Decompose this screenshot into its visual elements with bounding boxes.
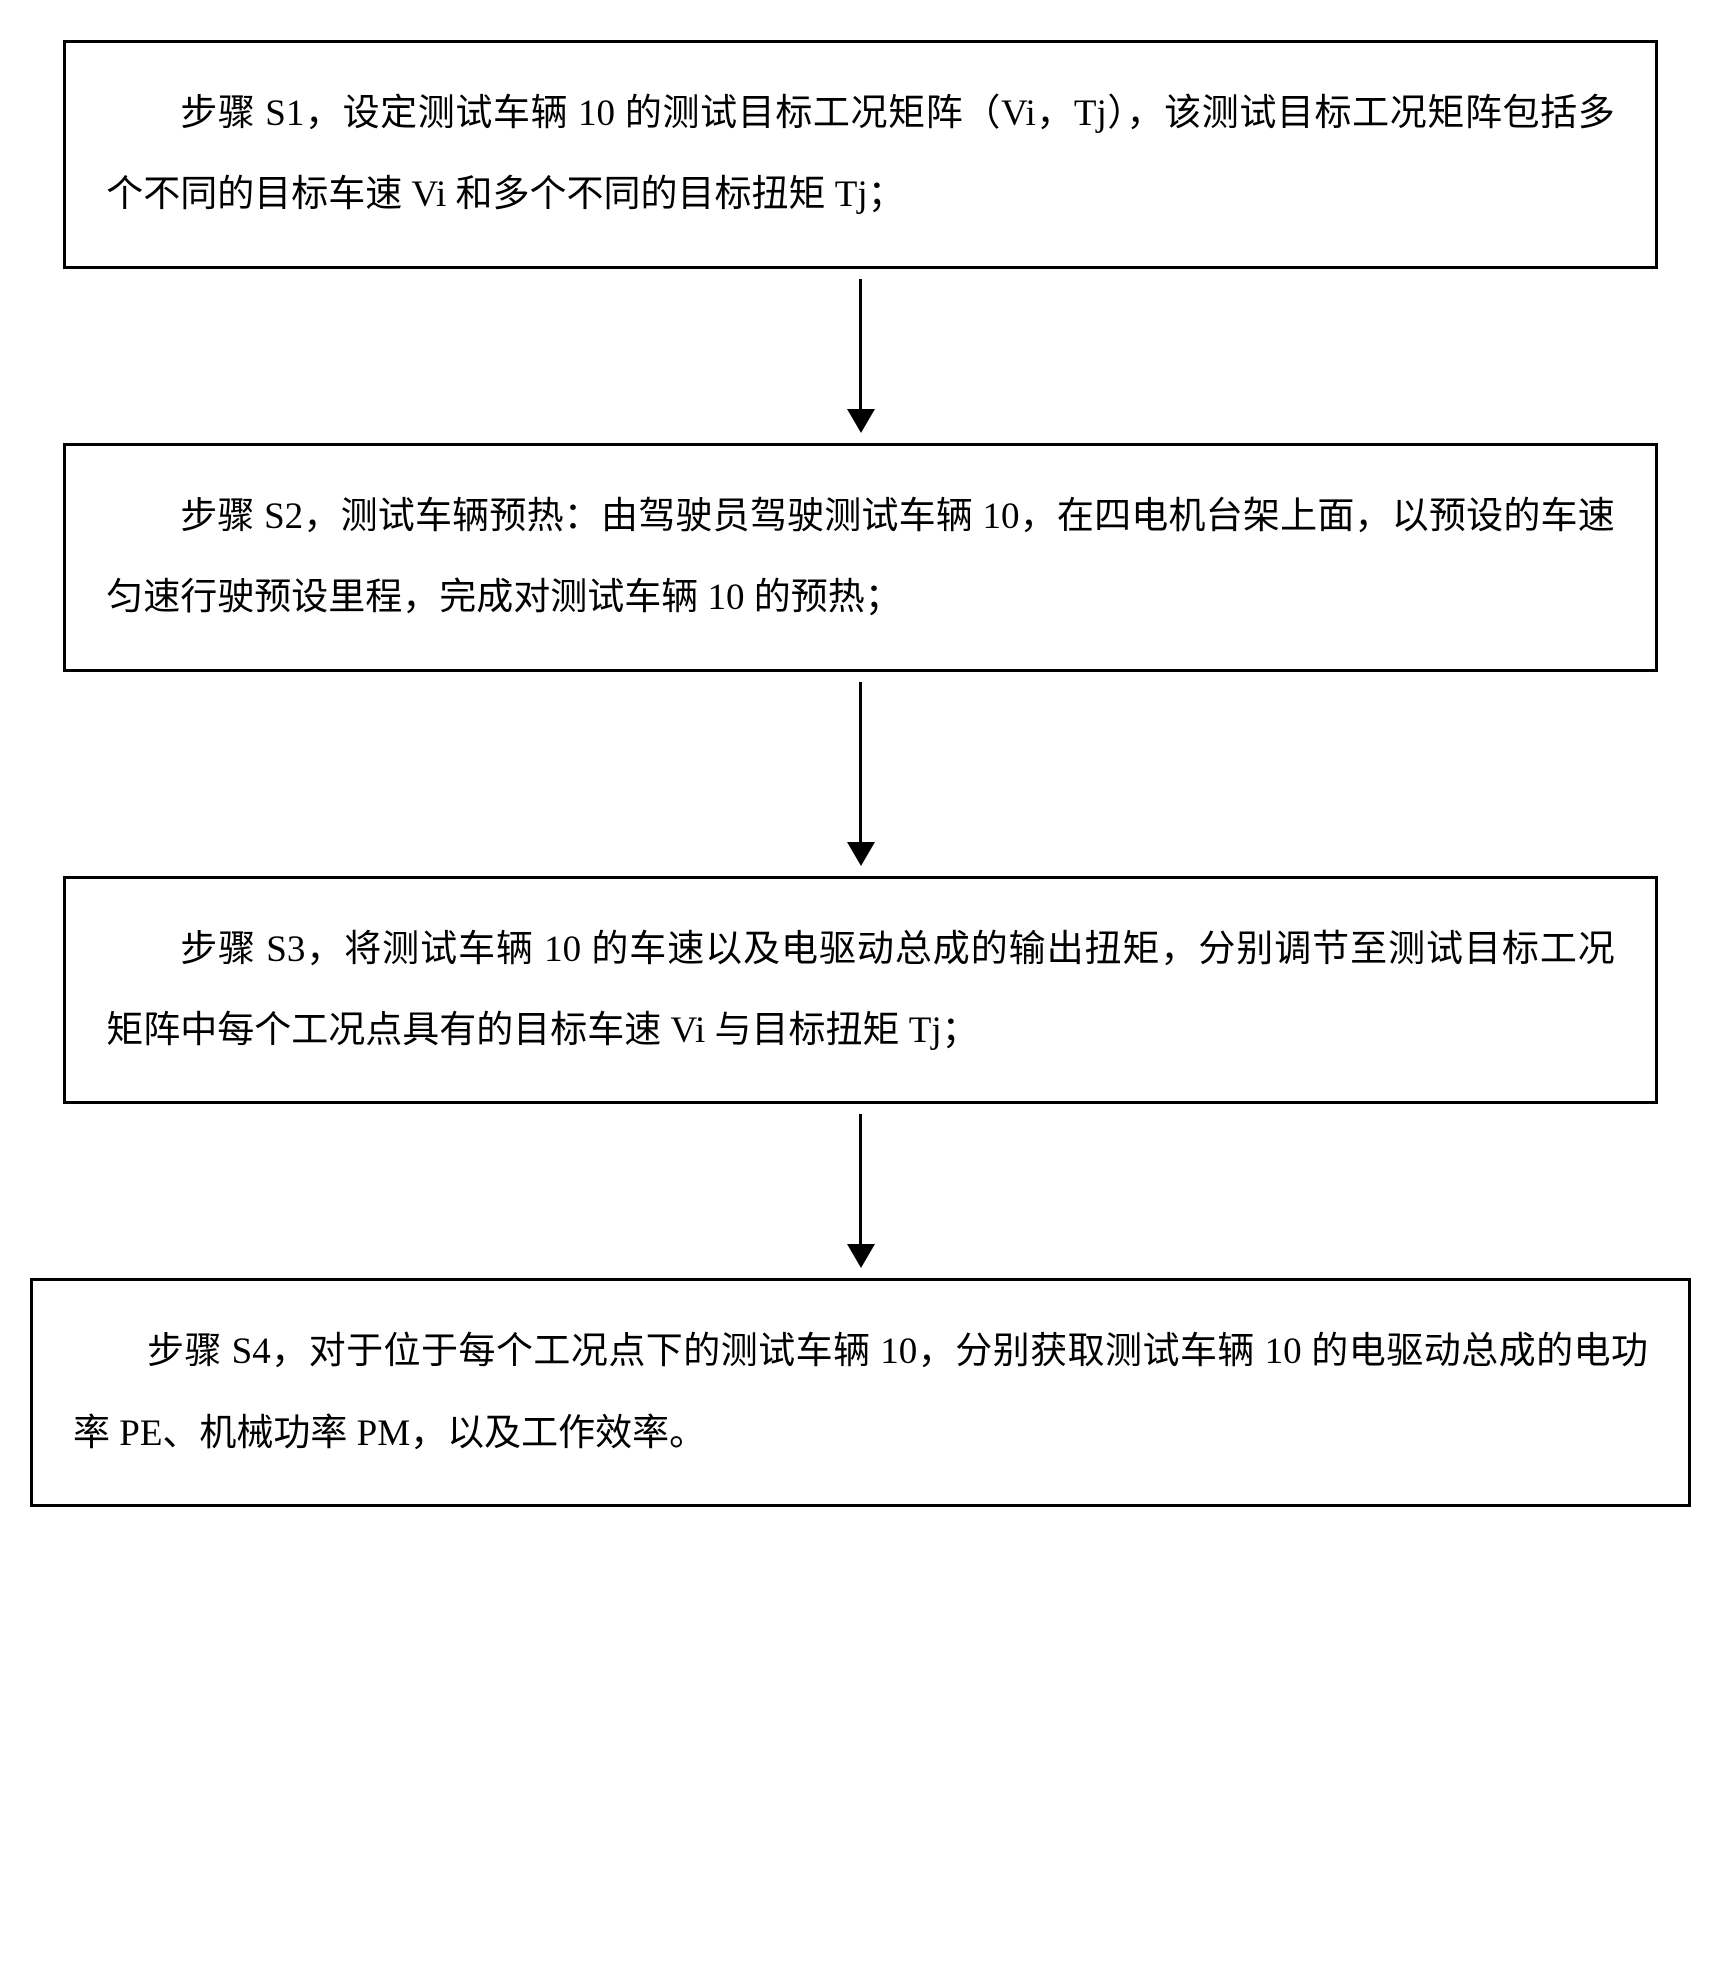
arrow-head-icon: [847, 842, 875, 866]
arrow-head-icon: [847, 1244, 875, 1268]
arrow-line: [859, 279, 862, 409]
step-box-s1: 步骤 S1，设定测试车辆 10 的测试目标工况矩阵（Vi，Tj），该测试目标工况…: [63, 40, 1658, 269]
arrow-head-icon: [847, 409, 875, 433]
step-box-s3: 步骤 S3，将测试车辆 10 的车速以及电驱动总成的输出扭矩，分别调节至测试目标…: [63, 876, 1658, 1105]
arrow-line: [859, 682, 862, 842]
step-box-s4: 步骤 S4，对于位于每个工况点下的测试车辆 10，分别获取测试车辆 10 的电驱…: [30, 1278, 1691, 1507]
arrow-line: [859, 1114, 862, 1244]
arrow-s2: [847, 682, 875, 866]
flowchart-container: 步骤 S1，设定测试车辆 10 的测试目标工况矩阵（Vi，Tj），该测试目标工况…: [30, 40, 1691, 1507]
arrow-s3: [847, 1114, 875, 1268]
step-box-s2: 步骤 S2，测试车辆预热：由驾驶员驾驶测试车辆 10，在四电机台架上面，以预设的…: [63, 443, 1658, 672]
arrow-s1: [847, 279, 875, 433]
